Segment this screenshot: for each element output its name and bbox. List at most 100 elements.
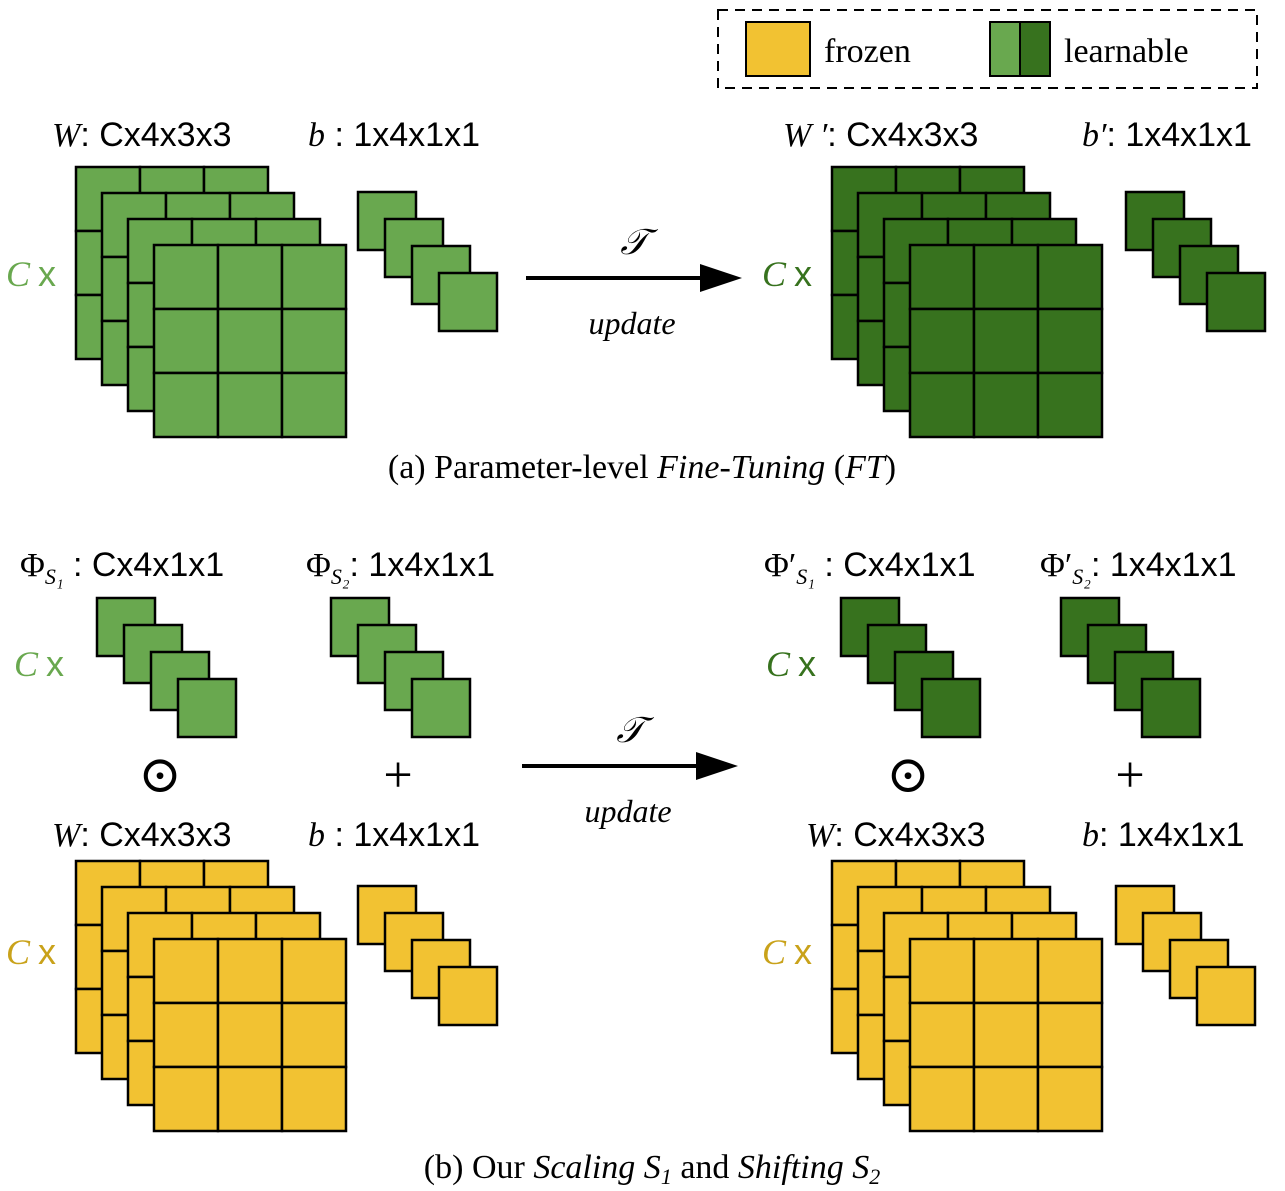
panel-b-right-scale-label: Φ′S₁ : Cx4x1x1	[764, 546, 976, 589]
kernel-cell	[972, 1001, 1040, 1069]
panel-a-right-weight-label: W ′: Cx4x3x3	[783, 116, 978, 154]
kernel-cell	[216, 307, 284, 375]
kernel-cell	[280, 371, 348, 439]
kernel-cell	[908, 1065, 976, 1133]
panel-a-right-bias-stack	[1124, 190, 1267, 333]
panel-a-update-arrow: 𝒯 update	[526, 222, 742, 341]
panel-b-right-shift-label: Φ′S₂: 1x4x1x1	[1040, 546, 1236, 589]
caption-italic2: Shifting S	[738, 1149, 869, 1186]
kernel-cell	[972, 243, 1040, 311]
vector-cell	[920, 677, 982, 739]
vector-cell	[176, 677, 238, 739]
kernel-cell	[1036, 937, 1104, 1005]
kernel-cell	[280, 1065, 348, 1133]
arrow-head	[696, 752, 738, 780]
panel-a-left-weight-label: W: Cx4x3x3	[52, 116, 232, 154]
c-symbol: C	[762, 254, 787, 294]
caption-sub2: 2	[869, 1164, 880, 1189]
kernel-cell	[216, 371, 284, 439]
x-symbol: x	[798, 643, 816, 684]
panel-b-update-arrow: 𝒯 update	[522, 710, 738, 829]
kernel-cell	[908, 937, 976, 1005]
panel-b-left-plus-op: +	[383, 747, 412, 804]
arrow-symbol: 𝒯	[620, 222, 658, 262]
panel-b-right-bias-stack	[1114, 884, 1257, 1027]
shift-symbol: Φ	[306, 547, 331, 584]
bias-symbol: b	[308, 817, 325, 854]
kernel-cell	[280, 307, 348, 375]
kernel-cell	[1036, 371, 1104, 439]
vector-cell	[410, 677, 472, 739]
bias-shape: : 1x4x1x1	[1106, 116, 1252, 154]
panel-b-right-bias-label: b: 1x4x1x1	[1082, 816, 1245, 854]
x-symbol: x	[794, 253, 812, 294]
legend-frozen-label: frozen	[824, 33, 911, 70]
c-symbol: C	[762, 932, 787, 972]
panel-b-left-hadamard-op: ⊙	[138, 747, 182, 804]
kernel-cell	[908, 371, 976, 439]
vector-cell	[437, 271, 499, 333]
panel-b-right-hadamard-op: ⊙	[886, 747, 930, 804]
panel-a-left-bias-stack	[356, 190, 499, 333]
caption-middle: (	[825, 449, 845, 486]
vector-cell	[437, 965, 499, 1027]
panel-b-right-weight-label: W: Cx4x3x3	[806, 816, 986, 854]
vector-cell	[1205, 271, 1267, 333]
panel-a-left-bias-label: b : 1x4x1x1	[308, 116, 480, 154]
weight-shape: : Cx4x3x3	[834, 816, 985, 854]
legend-frozen-swatch	[745, 21, 811, 77]
c-symbol: C	[766, 644, 791, 684]
panel-a-left-weight-stack	[74, 165, 348, 439]
x-symbol: x	[38, 931, 56, 972]
panel-b-left-weight-label: W: Cx4x3x3	[52, 816, 232, 854]
kernel-cell	[280, 1001, 348, 1069]
bias-shape: : 1x4x1x1	[1099, 816, 1245, 854]
panel-a-caption: (a) Parameter-level Fine-Tuning (FT)	[388, 449, 896, 486]
scale-subscript: S₁	[796, 564, 815, 589]
weight-shape: : Cx4x3x3	[80, 816, 231, 854]
panel-b-left-scale-label: ΦS₁ : Cx4x1x1	[20, 546, 224, 589]
c-symbol: C	[6, 932, 31, 972]
panel-b-right-weight-stack	[830, 859, 1104, 1133]
kernel-cell	[152, 243, 220, 311]
bias-symbol: b	[308, 117, 325, 154]
panel-b-left-bias-label: b : 1x4x1x1	[308, 816, 480, 854]
caption-italic: Fine-Tuning	[656, 449, 825, 486]
arrow-label: update	[584, 793, 671, 829]
caption-suffix: )	[885, 449, 896, 486]
kernel-cell	[216, 1001, 284, 1069]
panel-b-caption: (b) Our Scaling S1 and Shifting S2	[424, 1149, 880, 1189]
kernel-cell	[216, 1065, 284, 1133]
kernel-cell	[1036, 1065, 1104, 1133]
kernel-cell	[216, 937, 284, 1005]
scale-subscript: S₁	[45, 564, 64, 589]
panel-b-right-scale-stack	[839, 596, 982, 739]
scale-symbol: Φ′	[764, 547, 796, 584]
legend: frozen learnable	[717, 9, 1258, 89]
panel-b-right-plus-op: +	[1115, 747, 1144, 804]
kernel-cell	[1036, 243, 1104, 311]
bias-shape: : 1x4x1x1	[325, 816, 480, 854]
c-symbol: C	[6, 254, 31, 294]
caption-italic2: FT	[844, 449, 887, 486]
weight-shape: : Cx4x3x3	[80, 116, 231, 154]
kernel-cell	[1036, 1001, 1104, 1069]
caption-italic1: Scaling S	[533, 1149, 660, 1186]
bias-symbol: b′	[1082, 117, 1107, 154]
kernel-cell	[972, 307, 1040, 375]
weight-symbol: W	[52, 817, 83, 854]
caption-prefix: (a) Parameter-level	[388, 449, 657, 486]
scale-shape: : Cx4x1x1	[64, 546, 225, 584]
kernel-cell	[152, 1065, 220, 1133]
shift-shape: : 1x4x1x1	[1091, 546, 1237, 584]
legend-learnable-light-swatch	[989, 21, 1021, 77]
scale-symbol: Φ	[20, 547, 45, 584]
arrow-head	[700, 264, 742, 292]
panel-b-left-shift-stack	[329, 596, 472, 739]
